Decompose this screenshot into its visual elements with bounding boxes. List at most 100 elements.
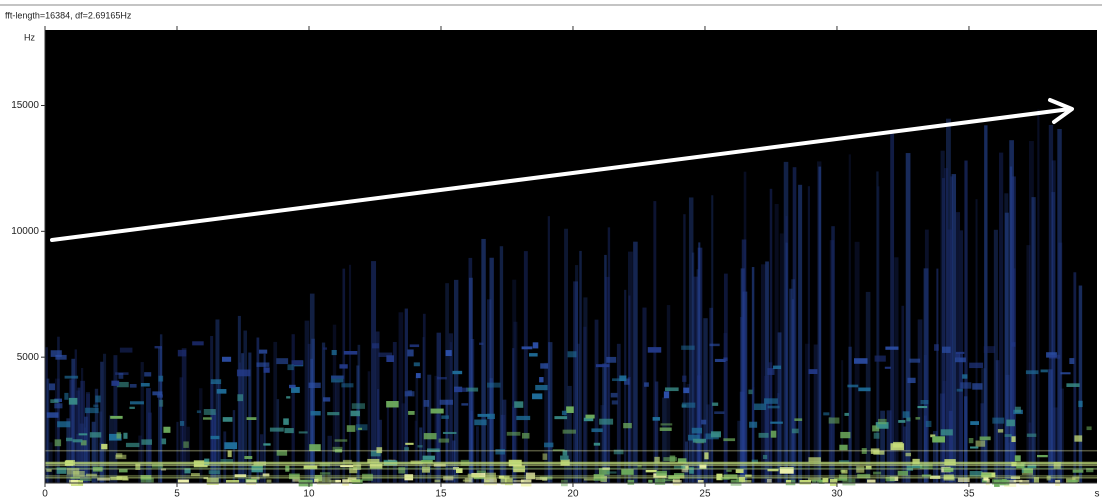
energy-patch bbox=[613, 449, 624, 455]
energy-patch bbox=[970, 421, 979, 425]
energy-patch bbox=[206, 478, 219, 485]
noise-streak bbox=[693, 276, 698, 483]
harmonic-band bbox=[45, 462, 1097, 465]
energy-patch bbox=[1026, 433, 1037, 437]
noise-streak bbox=[159, 334, 163, 483]
noise-streak bbox=[981, 368, 986, 483]
x-tick-label: 20 bbox=[567, 489, 579, 500]
noise-streak bbox=[761, 264, 766, 483]
energy-patch bbox=[500, 477, 507, 485]
chart-title: fft-length=16384, df=2.69165Hz bbox=[5, 10, 132, 20]
energy-patch bbox=[794, 418, 803, 421]
energy-patch bbox=[898, 420, 906, 423]
noise-streak bbox=[470, 410, 473, 483]
energy-patch bbox=[968, 437, 974, 444]
energy-patch bbox=[532, 342, 539, 349]
energy-patch bbox=[741, 479, 752, 484]
energy-patch bbox=[854, 358, 868, 364]
energy-patch bbox=[673, 473, 685, 476]
energy-patch bbox=[957, 477, 970, 482]
energy-patch bbox=[378, 352, 393, 357]
noise-streak bbox=[791, 279, 796, 483]
noise-streak bbox=[903, 426, 907, 483]
noise-streak bbox=[69, 379, 74, 483]
harmonic-band bbox=[45, 449, 1097, 452]
energy-patch bbox=[452, 370, 463, 375]
energy-patch bbox=[681, 402, 696, 408]
noise-streak bbox=[91, 421, 96, 483]
energy-patch bbox=[285, 465, 290, 472]
noise-streak bbox=[256, 337, 260, 483]
energy-patch bbox=[443, 476, 454, 481]
energy-patch bbox=[479, 342, 484, 345]
energy-patch bbox=[663, 479, 675, 482]
energy-patch bbox=[224, 442, 238, 450]
y-tick-label: 5000 bbox=[17, 352, 40, 363]
energy-patch bbox=[54, 403, 63, 409]
energy-patch bbox=[129, 401, 144, 405]
energy-patch bbox=[129, 406, 135, 409]
energy-patch bbox=[210, 379, 222, 385]
noise-streak bbox=[45, 347, 48, 483]
noise-streak bbox=[489, 378, 493, 483]
energy-patch bbox=[115, 454, 127, 460]
noise-streak bbox=[1051, 192, 1056, 483]
harmonic-band bbox=[45, 462, 1097, 464]
noise-streak bbox=[1008, 442, 1011, 483]
energy-patch bbox=[50, 350, 62, 357]
energy-patch bbox=[956, 388, 963, 392]
noise-streak bbox=[901, 305, 905, 483]
energy-patch bbox=[955, 357, 966, 363]
noise-streak bbox=[211, 409, 216, 483]
energy-patch bbox=[599, 418, 614, 425]
energy-patch bbox=[64, 392, 69, 400]
energy-patch bbox=[567, 351, 577, 358]
energy-patch bbox=[398, 467, 406, 474]
energy-patch bbox=[611, 400, 618, 405]
noise-streak bbox=[564, 228, 569, 483]
noise-streak bbox=[241, 353, 244, 483]
noise-streak bbox=[57, 336, 60, 483]
energy-patch bbox=[85, 473, 97, 477]
energy-patch bbox=[619, 375, 627, 382]
noise-streak bbox=[176, 421, 179, 483]
noise-streak bbox=[924, 229, 929, 483]
energy-patch bbox=[383, 460, 398, 466]
energy-patch bbox=[554, 416, 568, 420]
energy-patch bbox=[427, 448, 440, 453]
energy-patch bbox=[485, 479, 490, 484]
energy-patch bbox=[919, 463, 933, 470]
energy-patch bbox=[699, 464, 707, 469]
energy-patch bbox=[663, 391, 670, 399]
noise-streak bbox=[512, 348, 515, 483]
y-tick-label: 15000 bbox=[11, 100, 39, 111]
x-tick-label: 30 bbox=[831, 489, 843, 500]
energy-patch bbox=[177, 349, 187, 357]
energy-patch bbox=[876, 422, 886, 428]
noise-streak bbox=[880, 410, 885, 483]
energy-patch bbox=[161, 438, 167, 445]
energy-patch bbox=[943, 467, 954, 472]
noise-streak bbox=[223, 431, 227, 483]
energy-patch bbox=[874, 355, 886, 362]
noise-streak bbox=[1048, 124, 1054, 483]
noise-streak bbox=[791, 299, 795, 483]
energy-patch bbox=[1069, 358, 1075, 365]
energy-patch bbox=[870, 448, 880, 454]
energy-patch bbox=[758, 432, 769, 438]
energy-patch bbox=[606, 471, 617, 474]
noise-streak bbox=[454, 279, 459, 483]
energy-patch bbox=[251, 476, 260, 480]
noise-streak bbox=[841, 360, 844, 483]
energy-patch bbox=[714, 358, 726, 363]
noise-streak bbox=[785, 216, 788, 484]
energy-patch bbox=[508, 459, 522, 467]
energy-patch bbox=[682, 375, 687, 382]
energy-patch bbox=[308, 382, 321, 389]
energy-patch bbox=[156, 394, 163, 398]
noise-streak bbox=[100, 361, 104, 483]
energy-patch bbox=[192, 341, 204, 346]
noise-streak bbox=[940, 150, 945, 483]
noise-streak bbox=[891, 442, 896, 483]
energy-patch bbox=[917, 405, 928, 409]
